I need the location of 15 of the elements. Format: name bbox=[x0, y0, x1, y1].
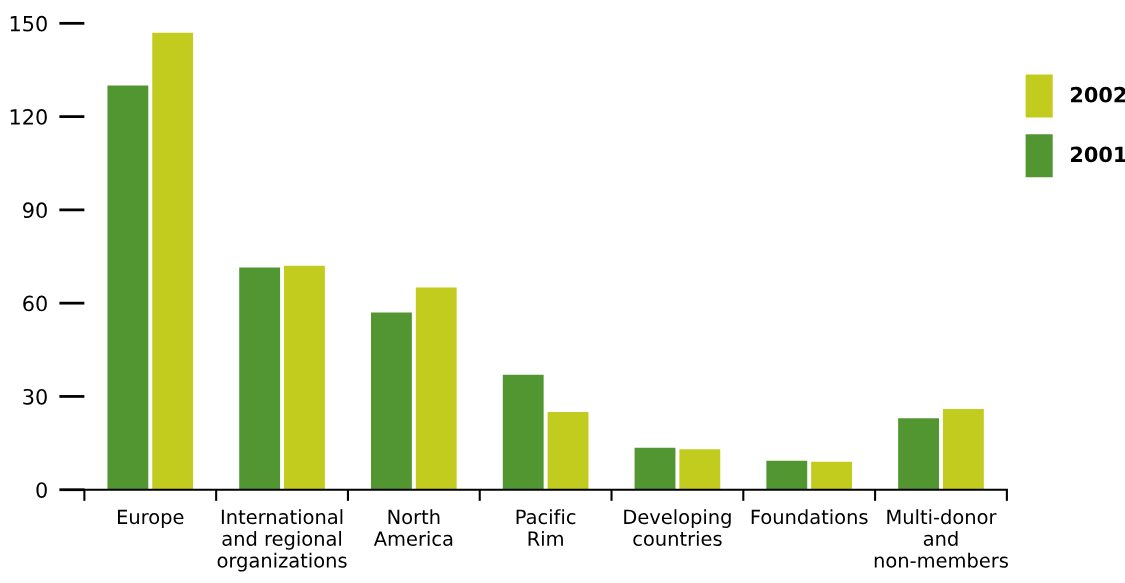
y-tick-label: 0 bbox=[36, 482, 47, 498]
y-tick-label: 90 bbox=[23, 202, 47, 219]
x-tick-label: Pacific Rim bbox=[516, 509, 576, 546]
x-tick-label: Developing countries bbox=[624, 509, 731, 546]
y-tick-label: 60 bbox=[23, 295, 47, 312]
y-tick-label: 30 bbox=[23, 388, 47, 405]
legend-label: 2002 bbox=[1071, 86, 1125, 103]
y-tick-label: 120 bbox=[10, 109, 47, 125]
y-tick-label: 150 bbox=[10, 15, 47, 32]
x-tick-label: North America bbox=[373, 509, 453, 546]
legend-label: 2001 bbox=[1071, 146, 1125, 163]
x-tick-label: Foundations bbox=[751, 509, 868, 525]
x-tick-label: International and regional organizations bbox=[217, 509, 347, 572]
x-tick-label: Europe bbox=[117, 509, 184, 528]
x-tick-label: Multi-donor and non-members bbox=[874, 509, 1008, 568]
